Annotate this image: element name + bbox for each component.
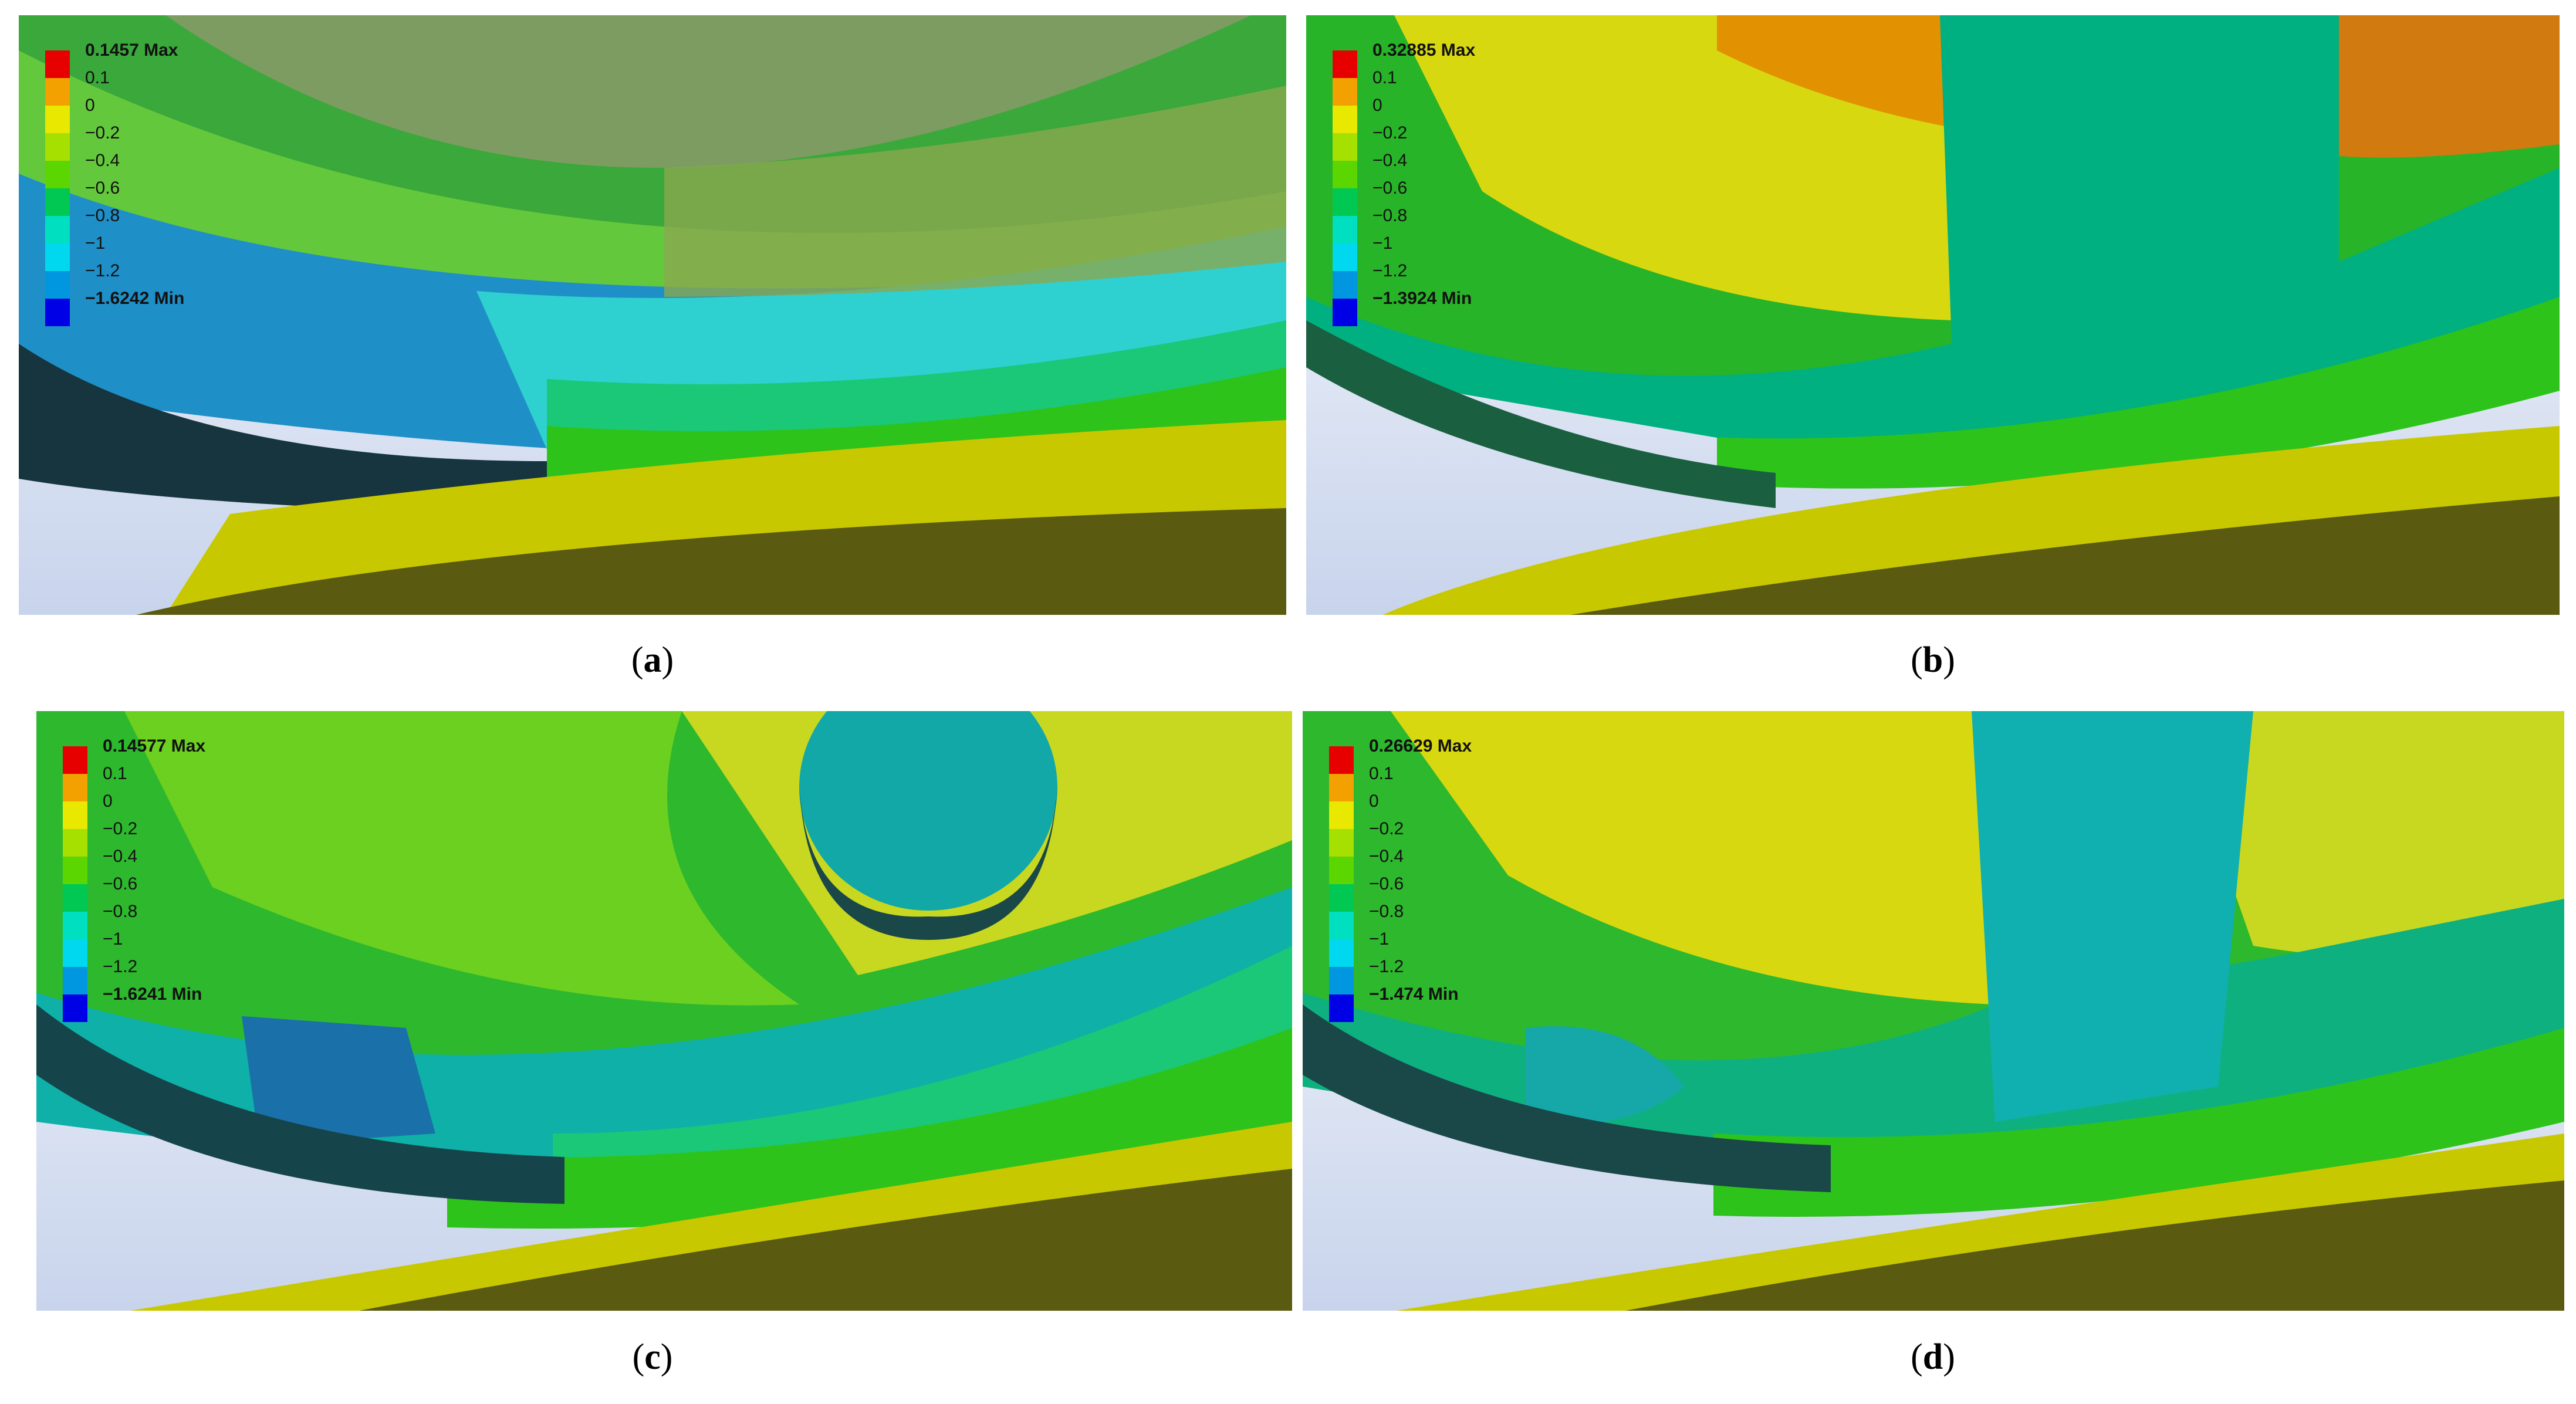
- legend-swatch: [1329, 967, 1354, 994]
- legend-tick-label: −0.6: [1369, 874, 1404, 894]
- legend-swatch: [45, 50, 70, 78]
- caption-b: (b): [1911, 640, 1955, 680]
- legend-tick-label: −0.8: [1369, 902, 1404, 921]
- legend-swatch: [63, 939, 87, 967]
- legend-swatch: [45, 78, 70, 106]
- legend-tick-label: 0: [1372, 96, 1382, 115]
- legend-max-label: 0.14577 Max: [103, 736, 206, 756]
- legend-tick-label: −0.2: [103, 819, 138, 838]
- legend-swatch: [63, 801, 87, 829]
- legend-tick-label: −1: [103, 929, 123, 949]
- panel-d: 0.26629 Max 0.1 0 −0.2 −0.4 −0.6 −0.8 −1…: [1303, 711, 2564, 1311]
- legend-tick-label: −0.4: [1372, 151, 1408, 170]
- legend-min-label: −1.6241 Min: [103, 985, 202, 1004]
- legend-swatch: [1329, 994, 1354, 1022]
- legend-swatch: [63, 994, 87, 1022]
- legend-swatch: [63, 967, 87, 994]
- legend-max-label: 0.26629 Max: [1369, 736, 1472, 756]
- legend-swatch: [63, 884, 87, 912]
- legend-min-label: −1.474 Min: [1369, 985, 1459, 1004]
- legend-tick-label: 0.1: [1372, 68, 1397, 87]
- legend-swatch: [1333, 161, 1357, 188]
- legend-tick-label: −1: [85, 234, 106, 253]
- legend-tick-label: −1.2: [85, 261, 120, 280]
- legend-swatch: [45, 188, 70, 216]
- caption-c: (c): [632, 1337, 673, 1377]
- legend-swatch: [45, 271, 70, 299]
- legend-tick-label: 0.1: [85, 68, 110, 87]
- legend-min-label: −1.6242 Min: [85, 289, 185, 308]
- legend-swatch: [45, 299, 70, 326]
- legend-swatch: [1333, 106, 1357, 133]
- legend-max-label: 0.32885 Max: [1372, 40, 1476, 60]
- legend-swatch: [45, 161, 70, 188]
- legend-tick-label: 0: [1369, 791, 1379, 811]
- legend-tick-label: 0: [103, 791, 113, 811]
- legend-tick-label: −0.8: [103, 902, 138, 921]
- legend-swatch: [1333, 133, 1357, 161]
- legend-swatch: [1333, 50, 1357, 78]
- legend-swatch: [45, 216, 70, 243]
- legend-tick-label: −0.6: [103, 874, 138, 894]
- legend-tick-label: −0.2: [1369, 819, 1404, 838]
- legend-tick-label: −0.8: [85, 206, 120, 225]
- legend-swatch: [1329, 829, 1354, 857]
- legend-swatch: [1329, 746, 1354, 774]
- legend-swatch: [1329, 857, 1354, 884]
- legend-swatch: [1333, 243, 1357, 271]
- legend-swatch: [1333, 188, 1357, 216]
- deformation-contour-plot-c: [36, 711, 1292, 1311]
- legend-tick-label: −0.6: [1372, 178, 1408, 198]
- legend-swatch: [45, 106, 70, 133]
- legend-swatch: [1329, 774, 1354, 801]
- legend-swatch: [1333, 78, 1357, 106]
- deformation-contour-plot-b: [1306, 15, 2560, 615]
- caption-a: (a): [631, 640, 674, 680]
- legend-swatch: [1329, 939, 1354, 967]
- legend-swatch: [1329, 884, 1354, 912]
- legend-tick-label: −0.4: [85, 151, 120, 170]
- legend-tick-label: −1.2: [103, 957, 138, 976]
- legend-tick-label: −0.2: [85, 123, 120, 143]
- deformation-contour-plot-a: [19, 15, 1286, 615]
- deformation-contour-plot-d: [1303, 711, 2564, 1311]
- legend-tick-label: −0.6: [85, 178, 120, 198]
- panel-a: 0.1457 Max 0.1 0 −0.2 −0.4 −0.6 −0.8 −1 …: [19, 15, 1286, 615]
- legend-swatch: [63, 912, 87, 939]
- legend-tick-label: −0.4: [103, 847, 138, 866]
- legend-tick-label: −1: [1369, 929, 1390, 949]
- legend-tick-label: 0.1: [103, 764, 127, 783]
- caption-d: (d): [1911, 1337, 1955, 1377]
- legend-tick-label: −0.4: [1369, 847, 1404, 866]
- legend-swatch: [1333, 216, 1357, 243]
- legend-swatch: [63, 857, 87, 884]
- panel-b: 0.32885 Max 0.1 0 −0.2 −0.4 −0.6 −0.8 −1…: [1306, 15, 2560, 615]
- legend-max-label: 0.1457 Max: [85, 40, 178, 60]
- legend-swatch: [63, 746, 87, 774]
- legend-tick-label: −1: [1372, 234, 1393, 253]
- legend-tick-label: −0.8: [1372, 206, 1408, 225]
- legend-swatch: [63, 774, 87, 801]
- legend-tick-label: −0.2: [1372, 123, 1408, 143]
- legend-tick-label: 0: [85, 96, 95, 115]
- legend-swatch: [63, 829, 87, 857]
- legend-swatch: [45, 243, 70, 271]
- legend-tick-label: −1.2: [1372, 261, 1408, 280]
- legend-swatch: [1329, 912, 1354, 939]
- legend-tick-label: −1.2: [1369, 957, 1404, 976]
- legend-swatch: [1329, 801, 1354, 829]
- legend-swatch: [45, 133, 70, 161]
- legend-swatch: [1333, 299, 1357, 326]
- legend-min-label: −1.3924 Min: [1372, 289, 1472, 308]
- panel-c: 0.14577 Max 0.1 0 −0.2 −0.4 −0.6 −0.8 −1…: [36, 711, 1292, 1311]
- legend-swatch: [1333, 271, 1357, 299]
- legend-tick-label: 0.1: [1369, 764, 1394, 783]
